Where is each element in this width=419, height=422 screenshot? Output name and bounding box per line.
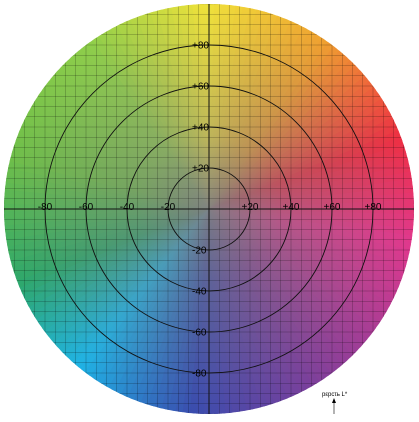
x-tick-label: -80	[38, 202, 53, 213]
x-tick-label: +80	[365, 202, 382, 213]
y-tick-label: +20	[192, 164, 209, 175]
x-tick-label: -60	[79, 202, 94, 213]
y-tick-label: +60	[192, 82, 209, 93]
annotation: pεpcτь L*	[322, 392, 348, 414]
lightness-annotation: pεpcτь L*	[322, 392, 348, 398]
y-tick-label: -80	[192, 369, 207, 380]
y-tick-label: -60	[192, 328, 207, 339]
axes	[4, 4, 414, 414]
x-tick-label: +20	[242, 202, 259, 213]
y-tick-label: -40	[192, 287, 207, 298]
y-tick-label: +40	[192, 123, 209, 134]
x-tick-label: -40	[120, 202, 135, 213]
x-tick-label: -20	[161, 202, 176, 213]
x-tick-label: +60	[324, 202, 341, 213]
y-tick-label: +80	[192, 41, 209, 52]
tick-labels: -80 -60 -40 -20 +20 +40 +60 +80 +80 +60 +40 +20 -20 -…	[38, 41, 382, 380]
annotation-arrow-head	[332, 398, 336, 403]
y-tick-label: -20	[192, 246, 207, 257]
x-tick-label: +40	[283, 202, 300, 213]
